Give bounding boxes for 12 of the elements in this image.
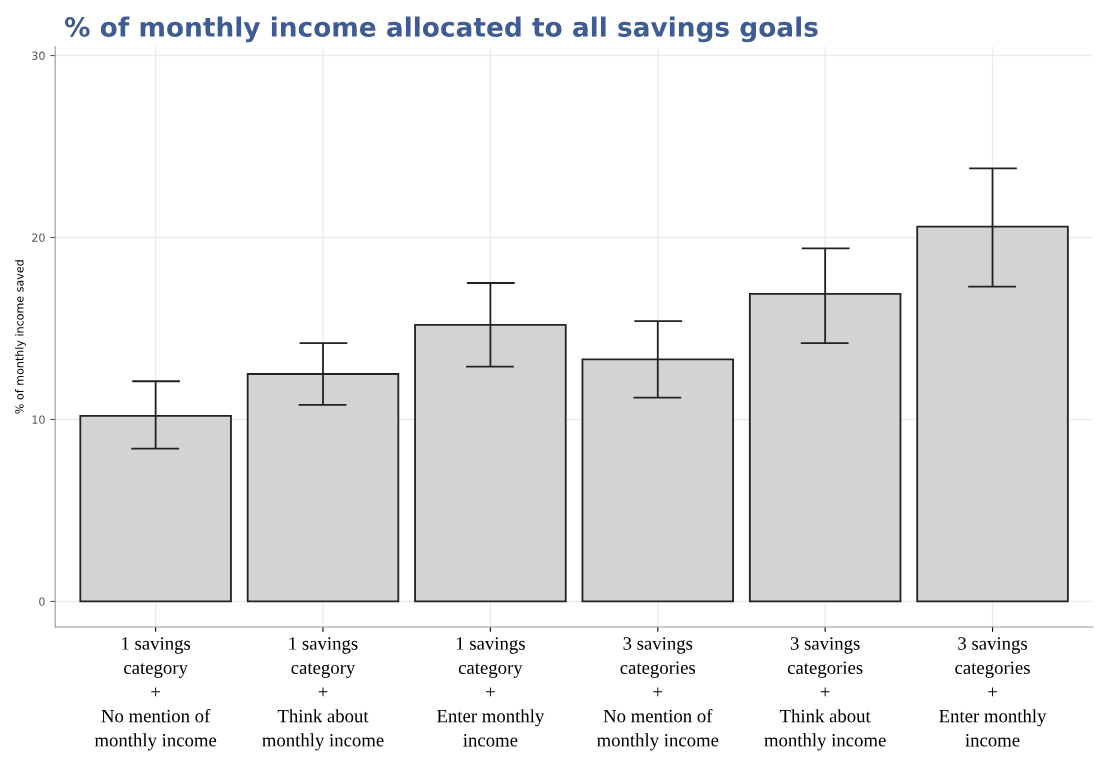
x-tick-label: 3 savings categories + Think about monthly income <box>764 637 886 751</box>
x-tick-label: 1 savings category + No mention of monthly income <box>94 637 217 751</box>
x-tick-label: 3 savings categories + Enter monthly income <box>939 637 1047 747</box>
y-axis-title: % of monthly income saved <box>15 260 26 414</box>
y-tick-label: 30 <box>32 51 45 60</box>
x-tick-label: 1 savings category + Think about monthly income <box>262 637 384 751</box>
y-tick-label: 10 <box>32 415 45 424</box>
y-tick-label: 20 <box>32 233 45 242</box>
chart-title: % of monthly income allocated to all savings goals <box>64 16 818 43</box>
x-tick-label: 3 savings categories + No mention of monthly income <box>596 637 719 751</box>
x-tick-label: 1 savings category + Enter monthly income <box>437 637 545 747</box>
y-tick-label: 0 <box>39 597 45 606</box>
